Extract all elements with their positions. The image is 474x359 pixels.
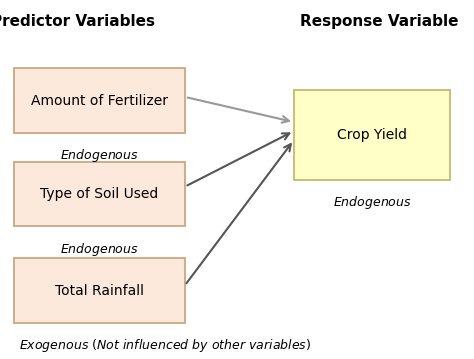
FancyBboxPatch shape <box>14 68 185 133</box>
Text: Amount of Fertilizer: Amount of Fertilizer <box>31 94 168 107</box>
Text: Type of Soil Used: Type of Soil Used <box>40 187 159 201</box>
Text: $\mathbf{\it{Endogenous}}$: $\mathbf{\it{Endogenous}}$ <box>60 241 139 257</box>
Text: Crop Yield: Crop Yield <box>337 128 407 141</box>
Text: Total Rainfall: Total Rainfall <box>55 284 144 298</box>
FancyBboxPatch shape <box>294 90 450 180</box>
Text: $\mathbf{\it{Exogenous}}$ $\it{(Not\ influenced\ by\ other\ variables)}$: $\mathbf{\it{Exogenous}}$ $\it{(Not\ inf… <box>19 337 311 354</box>
Text: $\mathbf{\it{Endogenous}}$: $\mathbf{\it{Endogenous}}$ <box>60 147 139 164</box>
Text: $\mathbf{\it{Endogenous}}$: $\mathbf{\it{Endogenous}}$ <box>333 194 411 211</box>
Text: Predictor Variables: Predictor Variables <box>0 14 155 29</box>
FancyBboxPatch shape <box>14 162 185 226</box>
FancyBboxPatch shape <box>14 258 185 323</box>
Text: Response Variable: Response Variable <box>300 14 458 29</box>
